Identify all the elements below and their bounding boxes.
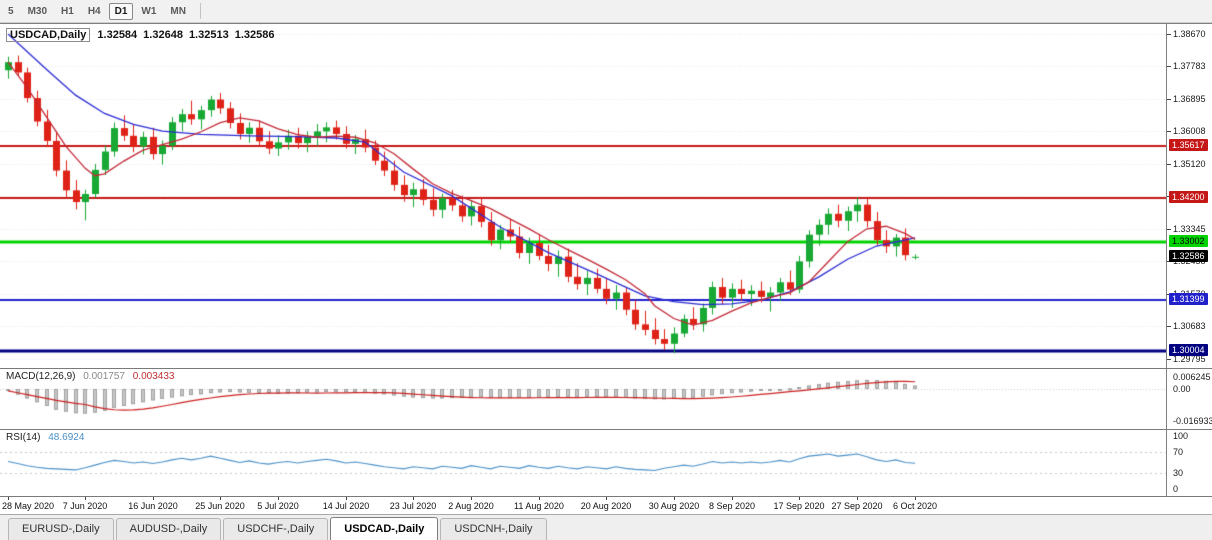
time-axis-tickmark xyxy=(220,497,221,500)
tab-eurusd[interactable]: EURUSD-,Daily xyxy=(8,518,114,540)
time-axis-label: 14 Jul 2020 xyxy=(322,501,370,511)
price-axis-tick: 1.30683 xyxy=(1173,321,1206,331)
macd-axis-tick: 0.00 xyxy=(1173,384,1191,394)
time-axis-tickmark xyxy=(346,497,347,500)
ohlc-low: 1.32513 xyxy=(188,29,229,41)
price-axis-tickmark xyxy=(1167,359,1171,360)
level-price-label: 1.34200 xyxy=(1169,191,1208,203)
level-price-label: 1.31399 xyxy=(1169,293,1208,305)
rsi-value: 48.6924 xyxy=(48,432,85,443)
chart-window: USDCAD,Daily 1.32584 1.32648 1.32513 1.3… xyxy=(0,23,1212,514)
time-axis-label: 23 Jul 2020 xyxy=(389,501,437,511)
price-axis-tick: 1.36008 xyxy=(1173,126,1206,136)
timeframe-button-mn[interactable]: MN xyxy=(170,5,186,17)
price-axis-tickmark xyxy=(1167,99,1171,100)
macd-name: MACD(12,26,9) xyxy=(6,371,76,382)
chart-symbol-label: USDCAD,Daily xyxy=(6,28,91,42)
timeframe-button-h1[interactable]: H1 xyxy=(61,5,74,17)
price-axis-tick: 1.36895 xyxy=(1173,94,1206,104)
tab-usdcnh[interactable]: USDCNH-,Daily xyxy=(440,518,547,540)
timeframe-button-h4[interactable]: H4 xyxy=(87,5,101,17)
time-axis-tickmark xyxy=(857,497,858,500)
price-axis-tick: 1.33345 xyxy=(1173,224,1206,234)
timeframe-button-w1[interactable]: W1 xyxy=(141,5,157,17)
time-axis-label: 17 Sep 2020 xyxy=(773,501,825,511)
level-price-label: 1.30004 xyxy=(1169,344,1208,356)
price-axis-tickmark xyxy=(1167,66,1171,67)
time-axis-label: 6 Oct 2020 xyxy=(892,501,938,511)
timeframe-toolbar: 5 M30 H1 H4 D1 W1 MN xyxy=(0,0,1212,23)
pane-separator[interactable] xyxy=(0,368,1212,369)
tab-usdchf[interactable]: USDCHF-,Daily xyxy=(223,518,329,540)
macd-signal-value: 0.003433 xyxy=(132,371,175,382)
price-axis-tickmark xyxy=(1167,34,1171,35)
price-axis-tick: 1.38670 xyxy=(1173,29,1206,39)
ohlc-open: 1.32584 xyxy=(97,29,138,41)
time-axis-label: 30 Aug 2020 xyxy=(648,501,700,511)
chart-tab-bar: EURUSD-,Daily AUDUSD-,Daily USDCHF-,Daily U… xyxy=(0,514,1212,540)
time-axis-tickmark xyxy=(153,497,154,500)
time-axis-label: 20 Aug 2020 xyxy=(580,501,632,511)
chart-title: USDCAD,Daily 1.32584 1.32648 1.32513 1.3… xyxy=(6,28,280,42)
time-axis-tickmark xyxy=(413,497,414,500)
macd-label: MACD(12,26,9) 0.001757 0.003433 xyxy=(6,371,179,382)
level-price-label: 1.33002 xyxy=(1169,235,1208,247)
price-axis-tick: 1.29795 xyxy=(1173,354,1206,364)
time-axis-tickmark xyxy=(799,497,800,500)
time-axis-label: 28 May 2020 xyxy=(2,501,55,511)
time-axis-label: 25 Jun 2020 xyxy=(195,501,245,511)
rsi-axis-tick: 30 xyxy=(1173,468,1184,478)
ohlc-close: 1.32586 xyxy=(234,29,275,41)
macd-axis-tick: -0.016933 xyxy=(1173,416,1212,426)
timeframe-button-d1[interactable]: D1 xyxy=(108,2,134,20)
time-axis-label: 7 Jun 2020 xyxy=(62,501,108,511)
time-axis-tickmark xyxy=(539,497,540,500)
time-axis-label: 5 Jul 2020 xyxy=(257,501,299,511)
timeframe-button-m30[interactable]: M30 xyxy=(27,5,48,17)
macd-canvas[interactable] xyxy=(0,369,1166,429)
time-axis-tickmark xyxy=(674,497,675,500)
macd-main-value: 0.001757 xyxy=(83,371,125,382)
toolbar-separator xyxy=(199,3,201,19)
time-axis-label: 27 Sep 2020 xyxy=(831,501,883,511)
time-axis-tickmark xyxy=(278,497,279,500)
ohlc-high: 1.32648 xyxy=(143,29,183,41)
price-axis-tickmark xyxy=(1167,229,1171,230)
rsi-name: RSI(14) xyxy=(6,432,41,443)
price-axis-tickmark xyxy=(1167,326,1171,327)
macd-axis-tick: 0.006245 xyxy=(1173,372,1211,382)
price-chart-canvas[interactable] xyxy=(0,24,1166,368)
time-axis-label: 16 Jun 2020 xyxy=(128,501,178,511)
price-axis-tick: 1.35120 xyxy=(1173,159,1206,169)
time-axis-tickmark xyxy=(915,497,916,500)
pane-separator[interactable] xyxy=(0,496,1212,497)
time-axis-tickmark xyxy=(471,497,472,500)
price-axis[interactable]: 1.38670 1.37783 1.36895 1.36008 1.35120 1.342… xyxy=(1166,24,1212,497)
rsi-axis-tick: 100 xyxy=(1173,431,1189,441)
time-axis[interactable]: 28 May 2020 7 Jun 2020 16 Jun 2020 25 Jun 2… xyxy=(0,497,1166,514)
price-axis-tickmark xyxy=(1167,164,1171,165)
time-axis-label: 2 Aug 2020 xyxy=(448,501,494,511)
time-axis-tickmark xyxy=(732,497,733,500)
time-axis-label: 8 Sep 2020 xyxy=(708,501,756,511)
time-axis-tickmark xyxy=(85,497,86,500)
level-price-label: 1.35617 xyxy=(1169,139,1208,151)
current-price-label: 1.32586 xyxy=(1169,250,1208,262)
timeframe-button-5[interactable]: 5 xyxy=(8,5,14,17)
tab-audusd[interactable]: AUDUSD-,Daily xyxy=(115,518,222,540)
rsi-label: RSI(14) 48.6924 xyxy=(6,432,89,443)
pane-separator[interactable] xyxy=(0,429,1212,430)
rsi-canvas[interactable] xyxy=(0,430,1166,496)
rsi-axis-tick: 0 xyxy=(1173,484,1179,494)
tab-usdcad[interactable]: USDCAD-,Daily xyxy=(330,517,439,540)
price-axis-tick: 1.37783 xyxy=(1173,61,1206,71)
price-axis-tickmark xyxy=(1167,131,1171,132)
time-axis-tickmark xyxy=(8,497,9,500)
rsi-axis-tick: 70 xyxy=(1173,447,1184,457)
time-axis-label: 11 Aug 2020 xyxy=(514,501,564,511)
time-axis-tickmark xyxy=(606,497,607,500)
